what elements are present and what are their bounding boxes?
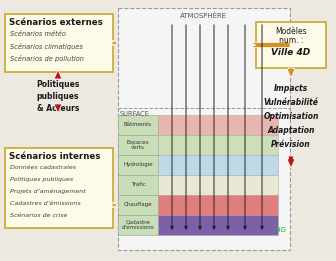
Text: Trafic: Trafic	[131, 182, 145, 187]
Text: Hydrologie: Hydrologie	[123, 162, 153, 167]
Text: Ville 4D: Ville 4D	[271, 48, 310, 57]
Text: SURFACE: SURFACE	[120, 111, 150, 117]
FancyBboxPatch shape	[158, 135, 278, 155]
Polygon shape	[54, 104, 62, 113]
Text: Prévision: Prévision	[271, 140, 311, 149]
Polygon shape	[287, 156, 295, 168]
FancyBboxPatch shape	[118, 175, 158, 194]
Text: num. :: num. :	[279, 36, 303, 45]
Text: Vulnérabilité: Vulnérabilité	[263, 98, 319, 107]
Text: Optimisation: Optimisation	[263, 112, 319, 121]
Text: Impacts: Impacts	[274, 84, 308, 93]
FancyBboxPatch shape	[118, 195, 158, 215]
Text: Scénarios de crise: Scénarios de crise	[10, 213, 68, 218]
Text: Politiques publiques: Politiques publiques	[10, 177, 73, 182]
FancyBboxPatch shape	[158, 175, 278, 194]
Text: Politiques
publiques
& Acteurs: Politiques publiques & Acteurs	[36, 80, 80, 112]
FancyBboxPatch shape	[5, 148, 113, 228]
Text: Scénarios climatiques: Scénarios climatiques	[10, 43, 83, 50]
Text: ATMOSPHÈRE: ATMOSPHÈRE	[180, 12, 227, 19]
Text: Modèles: Modèles	[275, 27, 307, 36]
FancyBboxPatch shape	[158, 195, 278, 215]
Text: Scénarios externes: Scénarios externes	[9, 18, 103, 27]
Text: Espaces
verts: Espaces verts	[127, 140, 149, 150]
FancyBboxPatch shape	[256, 22, 326, 68]
Polygon shape	[287, 68, 295, 78]
FancyBboxPatch shape	[118, 215, 158, 234]
Text: Projets d’aménagement: Projets d’aménagement	[10, 189, 86, 194]
FancyBboxPatch shape	[158, 115, 278, 134]
Text: Bâtiments: Bâtiments	[124, 122, 152, 127]
Text: SIG: SIG	[275, 227, 287, 233]
Text: Scénarios de pollution: Scénarios de pollution	[10, 55, 84, 62]
Polygon shape	[109, 39, 118, 47]
FancyBboxPatch shape	[118, 155, 158, 175]
Text: Cadastres d’émissions: Cadastres d’émissions	[10, 201, 81, 206]
Text: Chauffage: Chauffage	[124, 202, 152, 207]
FancyBboxPatch shape	[158, 215, 278, 234]
FancyBboxPatch shape	[118, 8, 290, 250]
FancyBboxPatch shape	[158, 155, 278, 175]
Text: Scénarios internes: Scénarios internes	[9, 152, 100, 161]
Text: Cadastre
d’émissions: Cadastre d’émissions	[122, 220, 154, 230]
Polygon shape	[54, 70, 62, 79]
FancyBboxPatch shape	[118, 115, 158, 134]
Text: Adaptation: Adaptation	[267, 126, 315, 135]
FancyBboxPatch shape	[118, 135, 158, 155]
Polygon shape	[109, 201, 118, 209]
Polygon shape	[247, 41, 290, 49]
Text: Scénarios météo: Scénarios météo	[10, 31, 66, 37]
Text: Données cadastrales: Données cadastrales	[10, 165, 76, 170]
FancyBboxPatch shape	[5, 14, 113, 72]
